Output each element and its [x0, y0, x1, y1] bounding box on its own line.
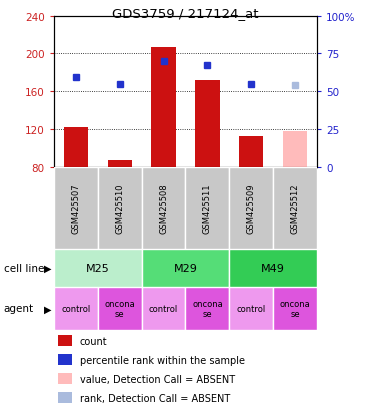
Bar: [54, 250, 142, 287]
Bar: [54, 287, 98, 330]
Text: control: control: [61, 304, 91, 313]
Text: GSM425512: GSM425512: [291, 183, 300, 234]
Text: ▶: ▶: [44, 304, 51, 314]
Text: value, Detection Call = ABSENT: value, Detection Call = ABSENT: [80, 374, 235, 384]
Text: M49: M49: [261, 263, 285, 273]
Bar: [229, 167, 273, 250]
Text: GDS3759 / 217124_at: GDS3759 / 217124_at: [112, 7, 259, 20]
Bar: [151, 47, 175, 167]
Bar: [186, 287, 229, 330]
Bar: [98, 167, 142, 250]
Text: GSM425510: GSM425510: [115, 183, 124, 234]
Bar: [283, 131, 307, 167]
Text: oncona
se: oncona se: [192, 299, 223, 318]
Bar: [273, 287, 317, 330]
Text: GSM425511: GSM425511: [203, 183, 212, 234]
Bar: [142, 250, 229, 287]
Bar: [108, 161, 132, 167]
Text: control: control: [237, 304, 266, 313]
Bar: [239, 137, 263, 167]
Text: oncona
se: oncona se: [104, 299, 135, 318]
Text: percentile rank within the sample: percentile rank within the sample: [80, 355, 245, 365]
Text: ▶: ▶: [44, 263, 51, 273]
Text: count: count: [80, 336, 107, 346]
Text: cell line: cell line: [4, 263, 44, 273]
Bar: [229, 250, 317, 287]
Bar: [186, 167, 229, 250]
Text: GSM425508: GSM425508: [159, 183, 168, 234]
Bar: [64, 128, 88, 167]
Bar: [273, 167, 317, 250]
Bar: [142, 167, 186, 250]
Text: GSM425509: GSM425509: [247, 183, 256, 234]
Bar: [54, 167, 98, 250]
Text: M25: M25: [86, 263, 109, 273]
Text: M29: M29: [174, 263, 197, 273]
Text: GSM425507: GSM425507: [71, 183, 80, 234]
Text: agent: agent: [4, 304, 34, 314]
Text: oncona
se: oncona se: [280, 299, 311, 318]
Bar: [229, 287, 273, 330]
Bar: [142, 287, 186, 330]
Text: control: control: [149, 304, 178, 313]
Text: rank, Detection Call = ABSENT: rank, Detection Call = ABSENT: [80, 393, 230, 403]
Bar: [98, 287, 142, 330]
Bar: [196, 81, 220, 167]
